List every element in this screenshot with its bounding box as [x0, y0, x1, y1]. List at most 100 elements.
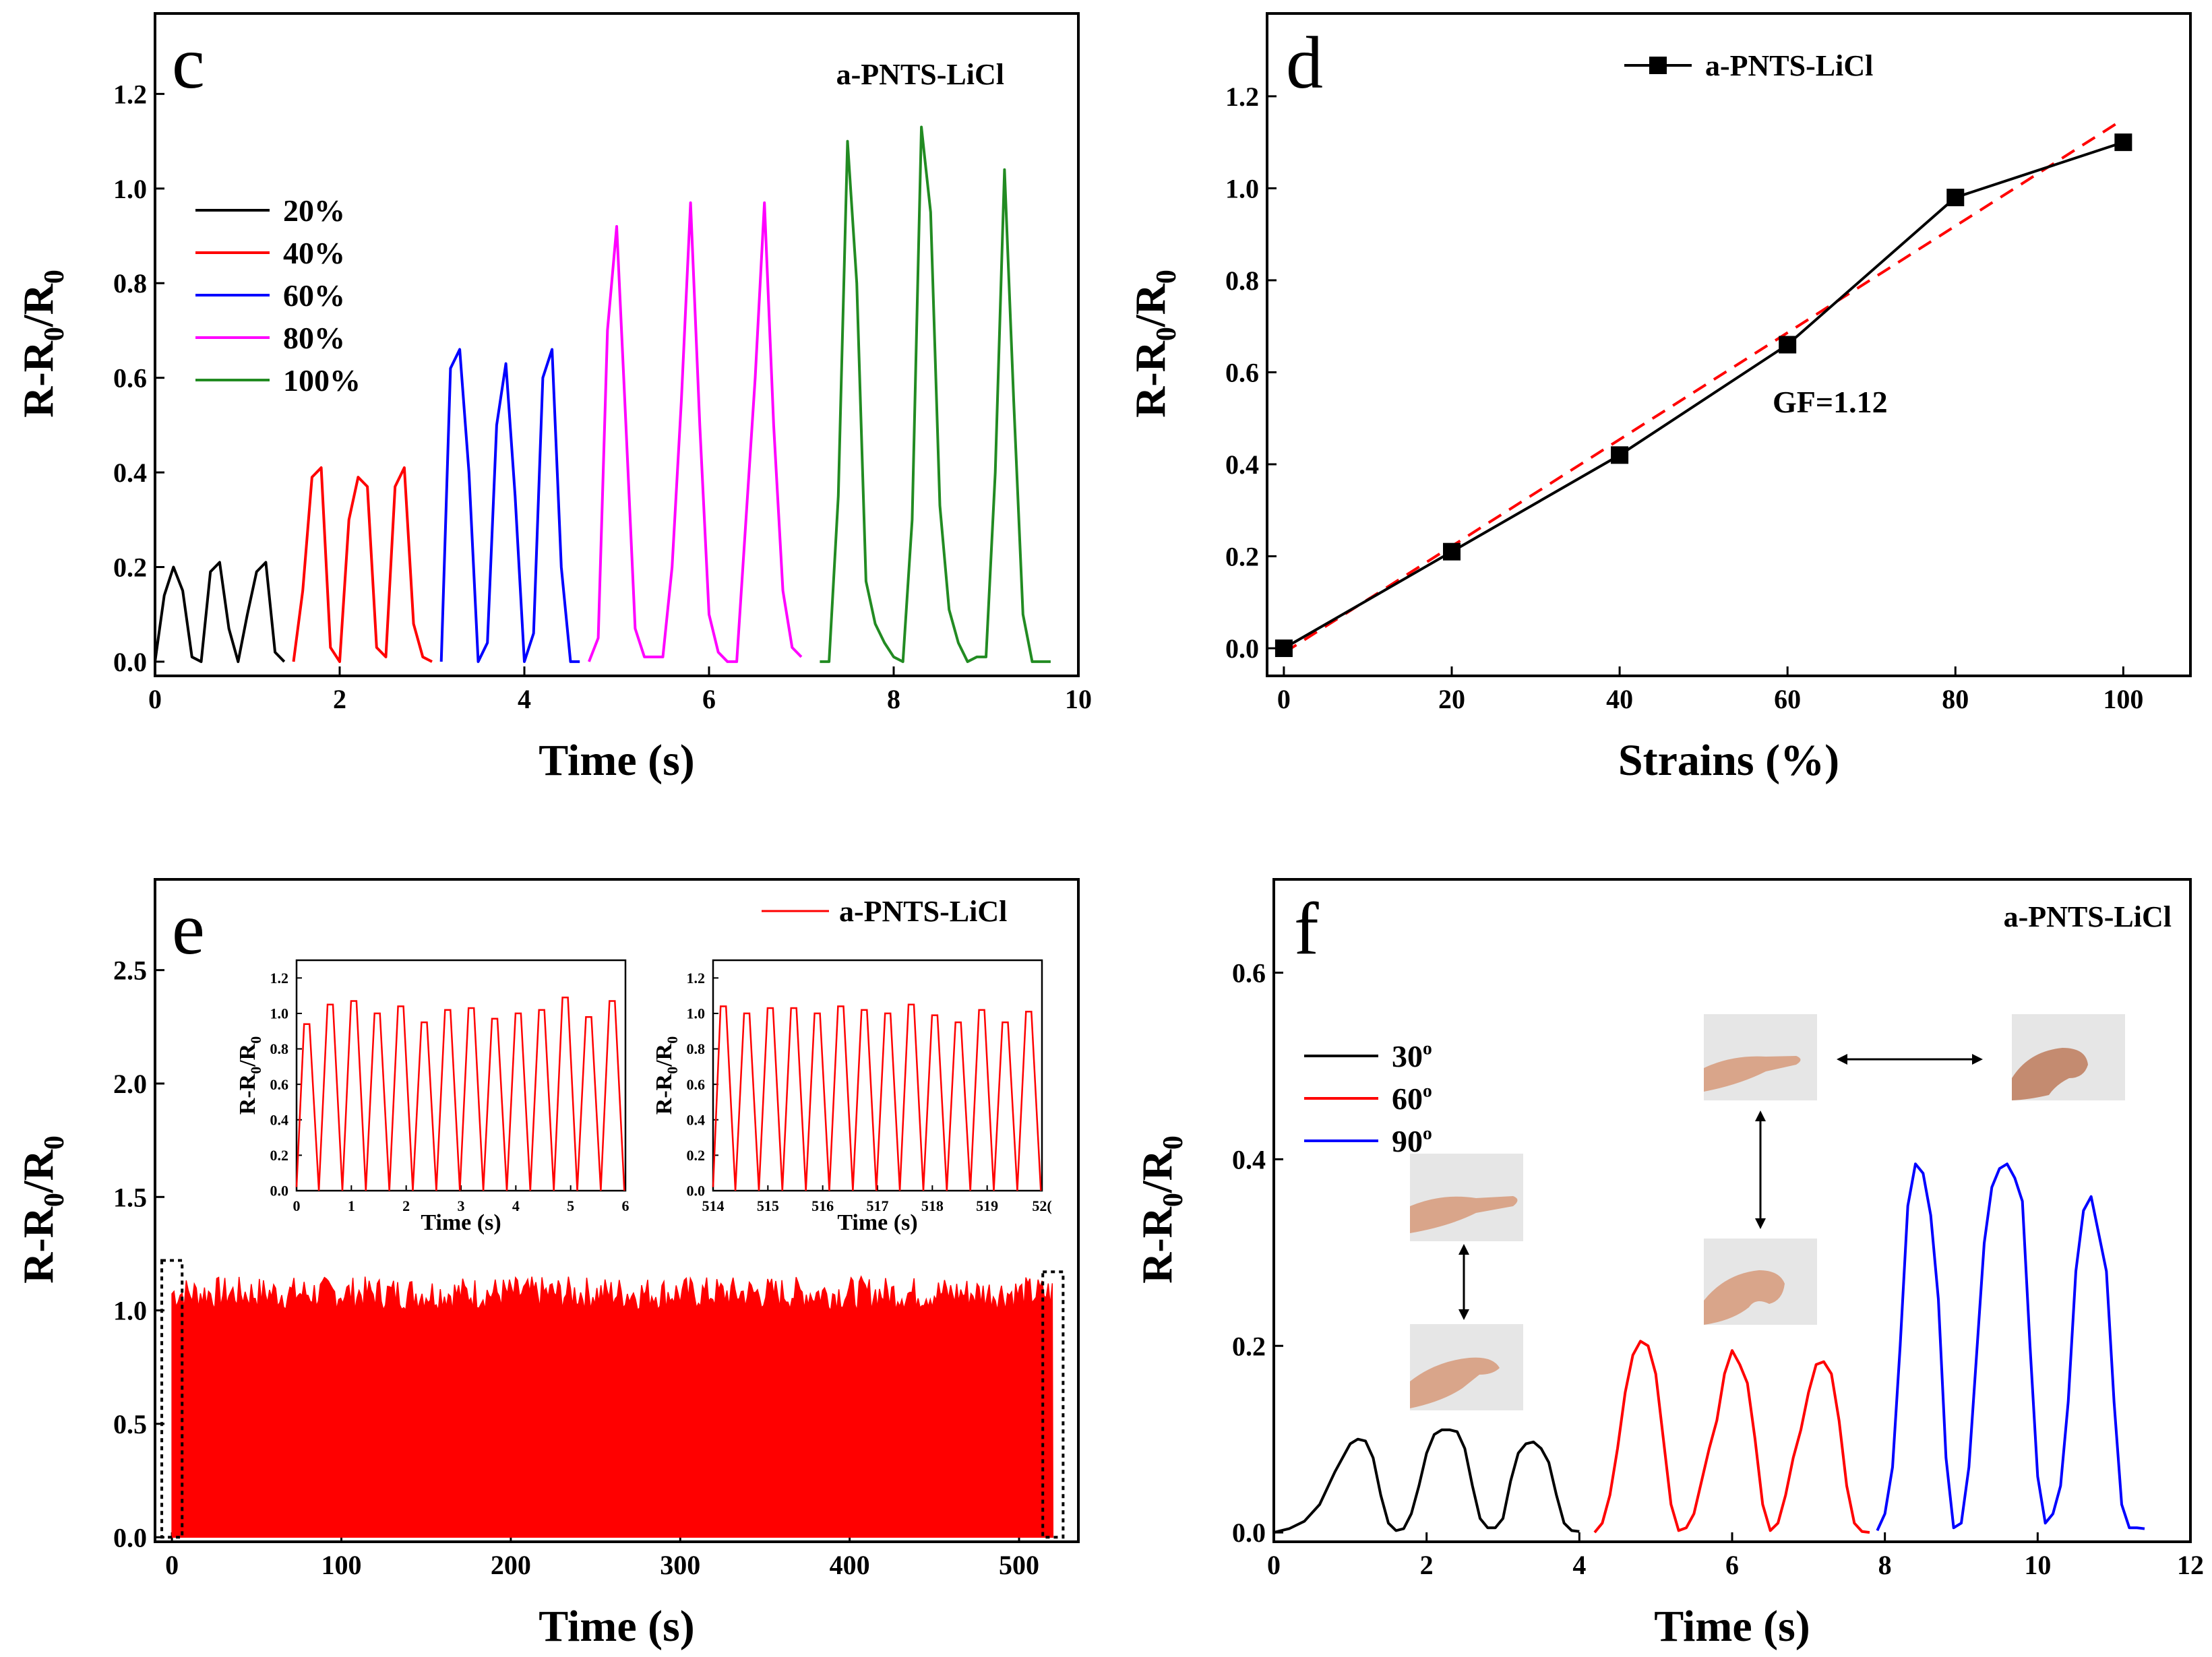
inset-y-label: R-R0/R0 [652, 1036, 681, 1115]
y-tick-label: 0.8 [113, 268, 147, 299]
double-arrow-icon [1837, 1054, 1983, 1065]
series-line [588, 201, 803, 663]
y-tick-label: 0.4 [113, 458, 147, 488]
x-tick-label: 518 [921, 1197, 944, 1214]
y-axis-label: R-R0/R0 [1133, 1135, 1189, 1284]
series-line [820, 125, 1051, 663]
x-axis-label: Strains (%) [1618, 736, 1839, 785]
x-tick-label: 3 [458, 1197, 465, 1214]
photo-finger-bent-90-right [2012, 1014, 2125, 1100]
legend-label: 100% [283, 363, 361, 398]
x-tick-label: 514 [702, 1197, 725, 1214]
double-arrow-icon [1755, 1111, 1766, 1229]
x-tick-label: 400 [830, 1550, 870, 1580]
x-tick-label: 2 [402, 1197, 410, 1214]
x-axis-label: Time (s) [539, 1602, 695, 1651]
x-tick-label: 0 [148, 684, 162, 714]
inset-signal [295, 996, 625, 1191]
data-point [1946, 189, 1965, 207]
panel-letter: c [172, 22, 205, 104]
y-tick-label: 0.2 [270, 1147, 289, 1164]
inset-y-label: R-R0/R0 [235, 1036, 264, 1115]
legend-label: 30o [1392, 1038, 1432, 1073]
legend-label: 60% [283, 278, 345, 313]
y-tick-label: 1.5 [113, 1182, 147, 1212]
data-point [1274, 639, 1293, 658]
y-tick-label: 1.0 [687, 1005, 706, 1022]
x-tick-label: 6 [1725, 1550, 1739, 1580]
data-point [1779, 336, 1797, 354]
legend-marker [1649, 57, 1667, 74]
y-tick-label: 1.0 [1225, 173, 1259, 204]
x-tick-label: 40 [1606, 684, 1633, 714]
y-tick-label: 0.8 [687, 1040, 706, 1057]
x-tick-label: 0 [1267, 1550, 1281, 1580]
x-tick-label: 2 [1420, 1550, 1434, 1580]
y-tick-label: 1.2 [687, 970, 706, 987]
y-tick-label: 1.0 [113, 174, 147, 204]
photo-finger-straight-30 [1410, 1154, 1523, 1241]
x-tick-label: 500 [999, 1550, 1039, 1580]
legend-label: 80% [283, 321, 345, 355]
y-tick-label: 1.0 [270, 1005, 289, 1022]
panel-letter: d [1286, 22, 1323, 104]
panel-c: 0 2 4 6 8 10 0.0 0.2 0.4 0.6 0.8 1.0 1.2 20% 40% 60% 80%… [14, 12, 1092, 785]
x-tick-label: 10 [2024, 1550, 2051, 1580]
panel-d: 0 20 40 60 80 100 0.0 0.2 0.4 0.6 0.8 1.0 1.2 a-PNTS-… [1126, 12, 2192, 785]
y-tick-label: 0.8 [1225, 265, 1259, 296]
plot-frame [154, 878, 1080, 1543]
x-tick-label: 5 [567, 1197, 574, 1214]
y-tick-label: 0.5 [113, 1409, 147, 1439]
x-tick-label: 12 [2177, 1550, 2204, 1580]
x-tick-label: 52( [1032, 1197, 1051, 1214]
gf-annotation: GF=1.12 [1773, 385, 1888, 419]
y-tick-label: 0.0 [113, 1522, 147, 1553]
legend-label: a-PNTS-LiCl [839, 895, 1007, 928]
x-axis-label: Time (s) [539, 736, 695, 785]
panel-e-marks: 0 100 200 300 400 500 0.0 0.5 1.0 1.5 2.0 2.5 a-PNTS… [113, 895, 1065, 1580]
legend-label: 40% [283, 236, 345, 270]
y-tick-label: 0.2 [687, 1147, 706, 1164]
data-point [1443, 542, 1461, 561]
inset-signal [712, 1003, 1042, 1191]
x-tick-label: 8 [887, 684, 900, 714]
y-tick-label: 0.6 [687, 1076, 706, 1093]
y-tick-label: 0.6 [1225, 357, 1259, 387]
fit-line [1283, 118, 2124, 654]
svg-text:R-R0/R0: R-R0/R0 [14, 270, 70, 418]
x-tick-label: 200 [491, 1550, 531, 1580]
svg-text:R-R0/R0: R-R0/R0 [1133, 1135, 1189, 1284]
x-tick-label: 517 [867, 1197, 889, 1214]
x-tick-label: 60 [1774, 684, 1801, 714]
y-tick-label: 1.2 [270, 970, 289, 987]
x-tick-label: 80 [1942, 684, 1969, 714]
inset-chart: 0 1 2 3 4 5 6 0.0 0.2 0.4 0.6 0.8 1.0 1.2 Time (s) R-R0… [235, 959, 629, 1235]
data-point [1611, 446, 1629, 464]
legend-label: 20% [283, 193, 345, 228]
panel-f: 0 2 4 6 8 10 12 0.0 0.2 0.4 0.6 30o 60o 90o f a-PNTS-… [1133, 878, 2204, 1651]
y-tick-label: 2.0 [113, 1069, 147, 1099]
y-axis-label: R-R0/R0 [14, 270, 70, 418]
y-tick-label: 0.0 [270, 1183, 289, 1199]
x-tick-label: 4 [512, 1197, 520, 1214]
panel-letter: f [1294, 887, 1319, 970]
x-tick-label: 100 [2103, 684, 2143, 714]
svg-text:R-R0/R0: R-R0/R0 [14, 1135, 70, 1284]
x-tick-label: 20 [1438, 684, 1465, 714]
y-tick-label: 0.4 [270, 1111, 289, 1128]
svg-text:R-R0/R0: R-R0/R0 [1126, 270, 1182, 418]
y-tick-label: 0.8 [270, 1040, 289, 1057]
y-tick-label: 0.0 [1232, 1518, 1266, 1548]
selection-box [160, 1259, 184, 1539]
inset-y-label-text: R-R0/R0 [652, 1036, 681, 1115]
x-tick-label: 0 [1277, 684, 1291, 714]
panel-letter: e [172, 887, 205, 970]
plot-frame [1266, 12, 2192, 677]
x-tick-label: 100 [321, 1550, 362, 1580]
y-tick-label: 0.4 [1225, 449, 1259, 480]
annotation-label: a-PNTS-LiCl [2004, 900, 2172, 933]
x-tick-label: 4 [1572, 1550, 1586, 1580]
series-line [292, 466, 433, 663]
x-tick-label: 516 [811, 1197, 834, 1214]
inset-x-label: Time (s) [837, 1210, 917, 1235]
